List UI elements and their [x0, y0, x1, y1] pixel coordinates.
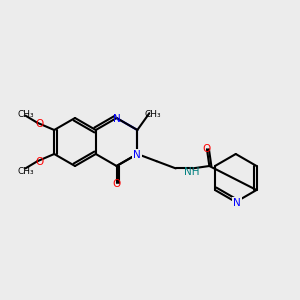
Text: O: O	[35, 157, 44, 167]
Text: CH₃: CH₃	[144, 110, 161, 119]
Text: N: N	[134, 150, 141, 160]
Text: CH₃: CH₃	[17, 167, 34, 176]
Text: N: N	[113, 114, 120, 124]
Text: N: N	[233, 198, 241, 208]
Text: CH₃: CH₃	[17, 110, 34, 119]
Text: O: O	[35, 119, 44, 129]
Text: O: O	[112, 179, 121, 189]
Text: O: O	[203, 144, 211, 154]
Text: NH: NH	[184, 167, 199, 177]
